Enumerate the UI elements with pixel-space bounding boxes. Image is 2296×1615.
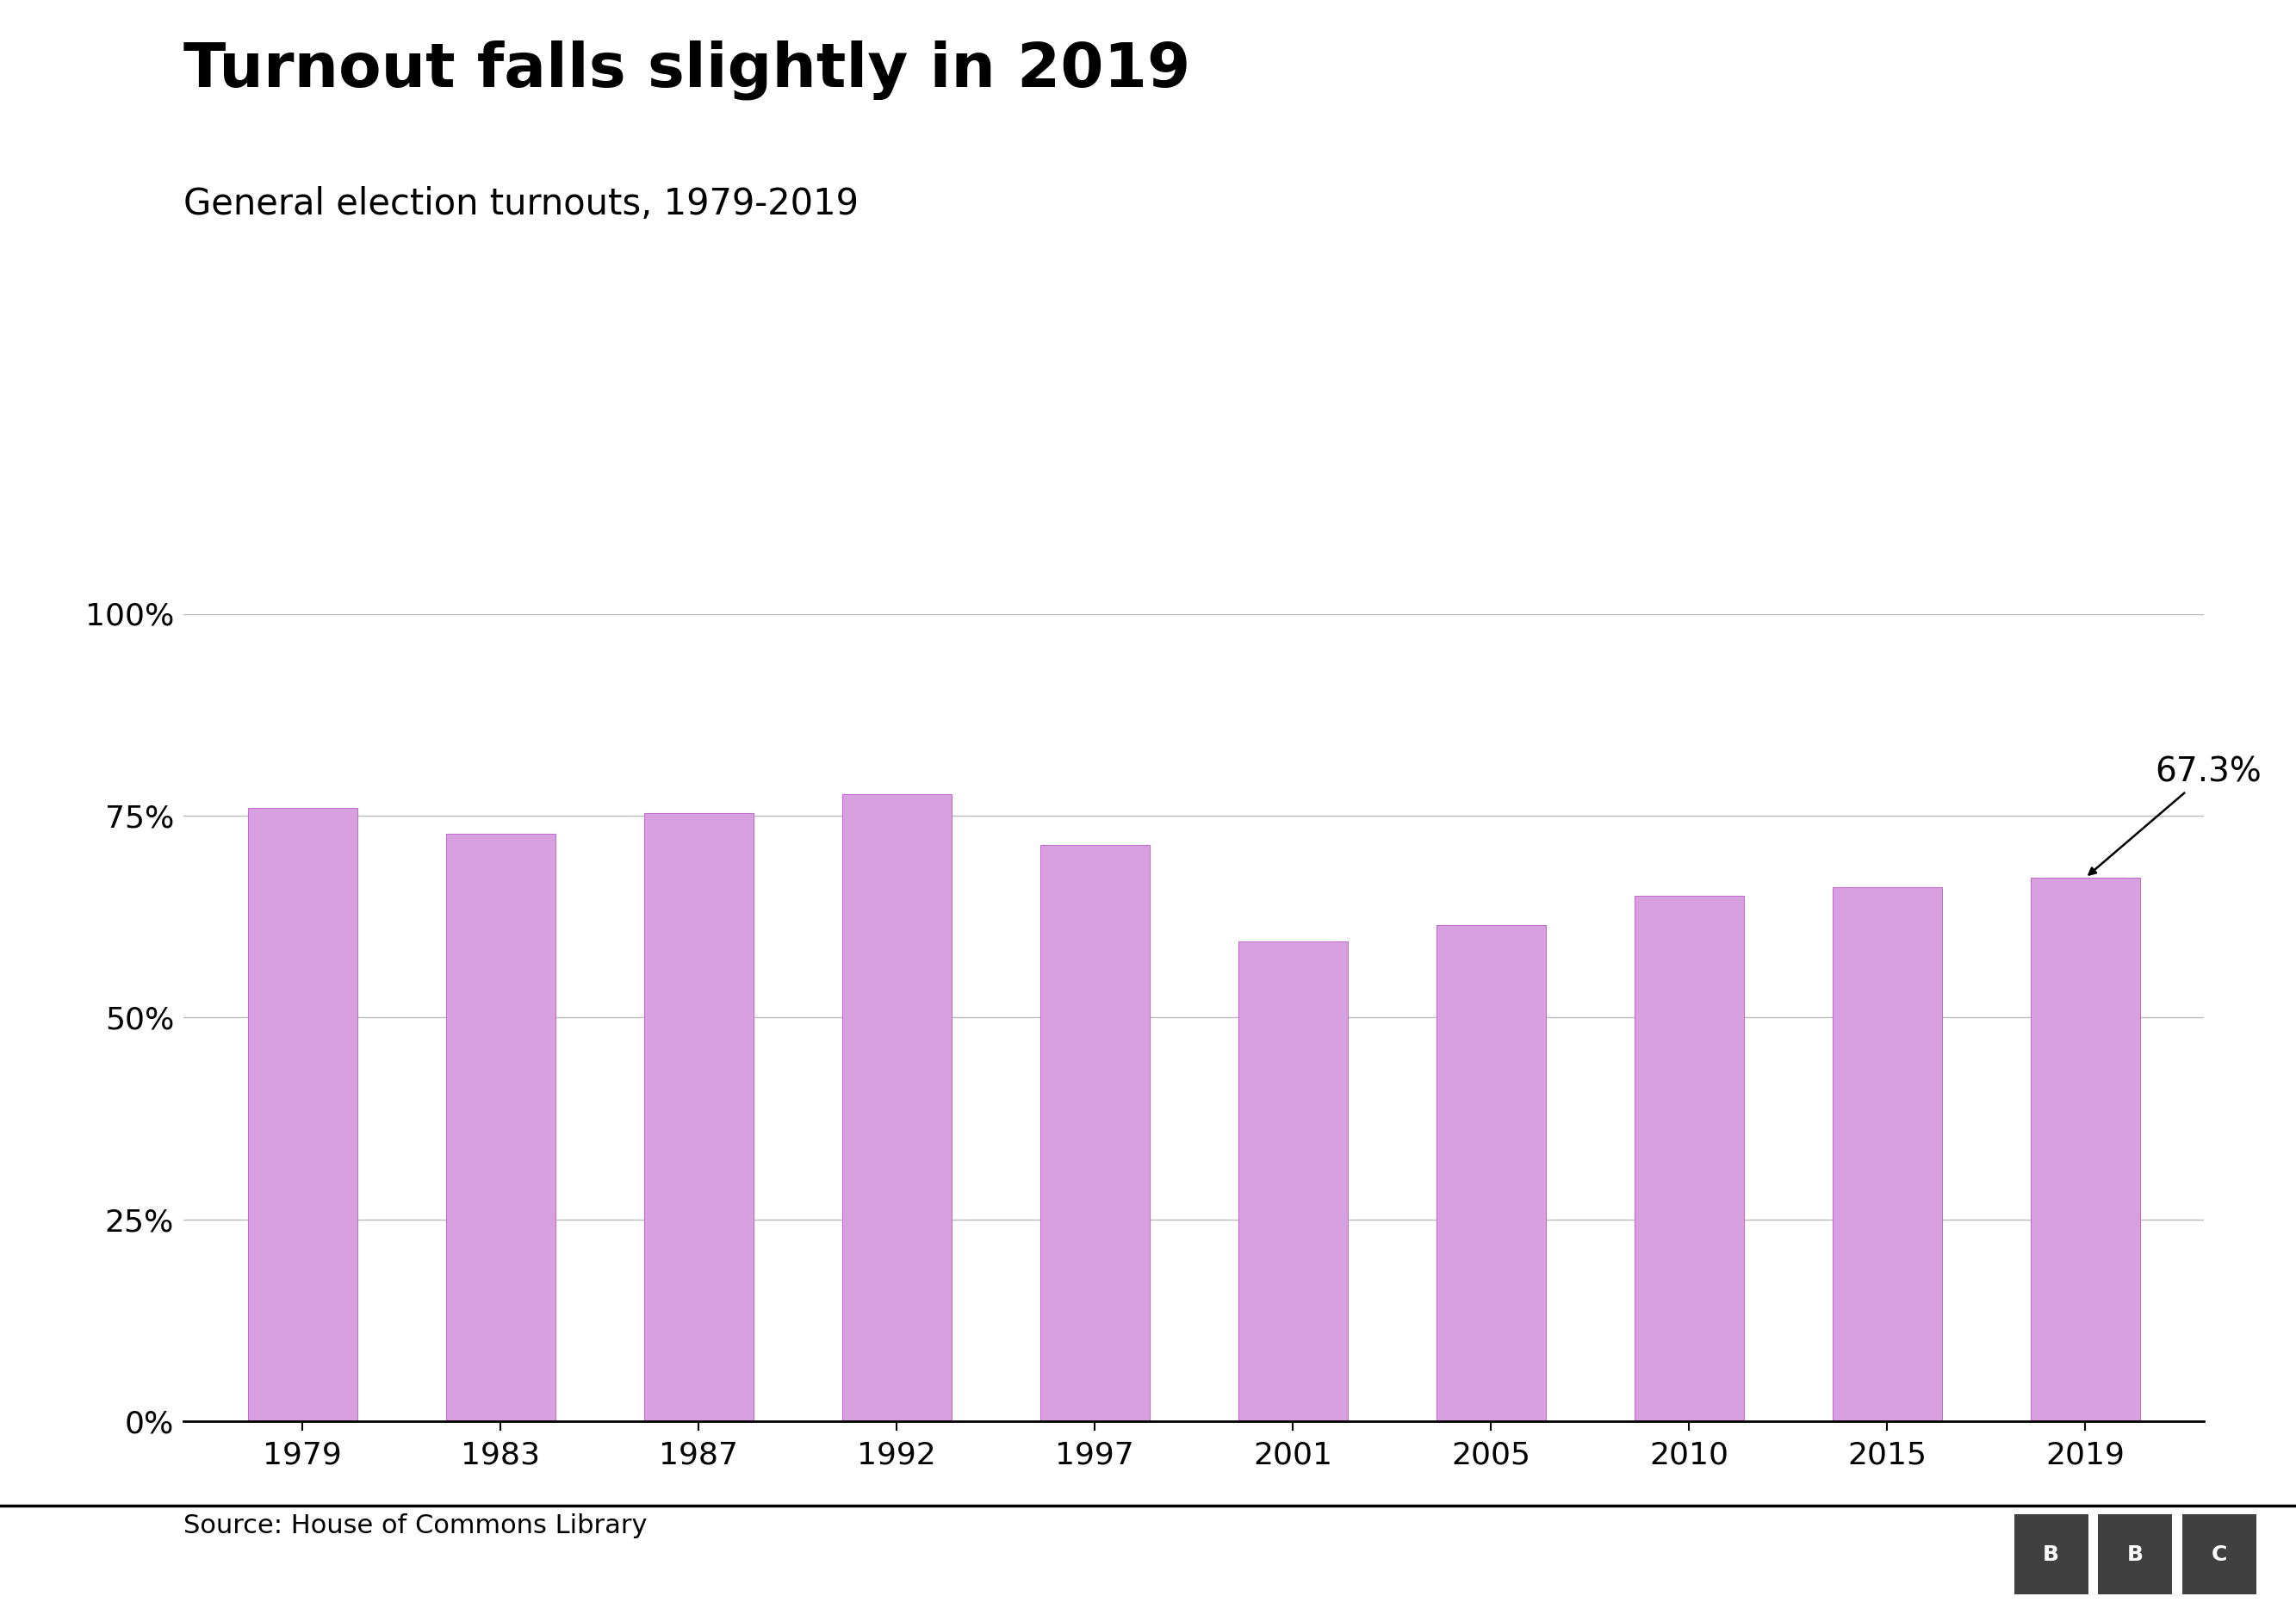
Bar — [1635, 895, 1743, 1421]
Bar — [2183, 1515, 2257, 1594]
Text: 67.3%: 67.3% — [2089, 756, 2262, 875]
Text: B: B — [2126, 1544, 2144, 1565]
Text: Turnout falls slightly in 2019: Turnout falls slightly in 2019 — [184, 40, 1192, 100]
Bar — [248, 808, 356, 1421]
Bar — [445, 833, 556, 1421]
Bar — [1437, 925, 1545, 1421]
Bar — [1238, 942, 1348, 1421]
Text: Source: House of Commons Library: Source: House of Commons Library — [184, 1513, 647, 1537]
Bar — [1040, 845, 1150, 1421]
Bar — [2014, 1515, 2087, 1594]
Text: B: B — [2043, 1544, 2060, 1565]
Text: C: C — [2211, 1544, 2227, 1565]
Bar — [843, 793, 951, 1421]
Bar — [645, 814, 753, 1421]
Text: General election turnouts, 1979-2019: General election turnouts, 1979-2019 — [184, 186, 859, 221]
Bar — [1832, 888, 1942, 1421]
Bar — [2032, 879, 2140, 1421]
Bar — [2099, 1515, 2172, 1594]
